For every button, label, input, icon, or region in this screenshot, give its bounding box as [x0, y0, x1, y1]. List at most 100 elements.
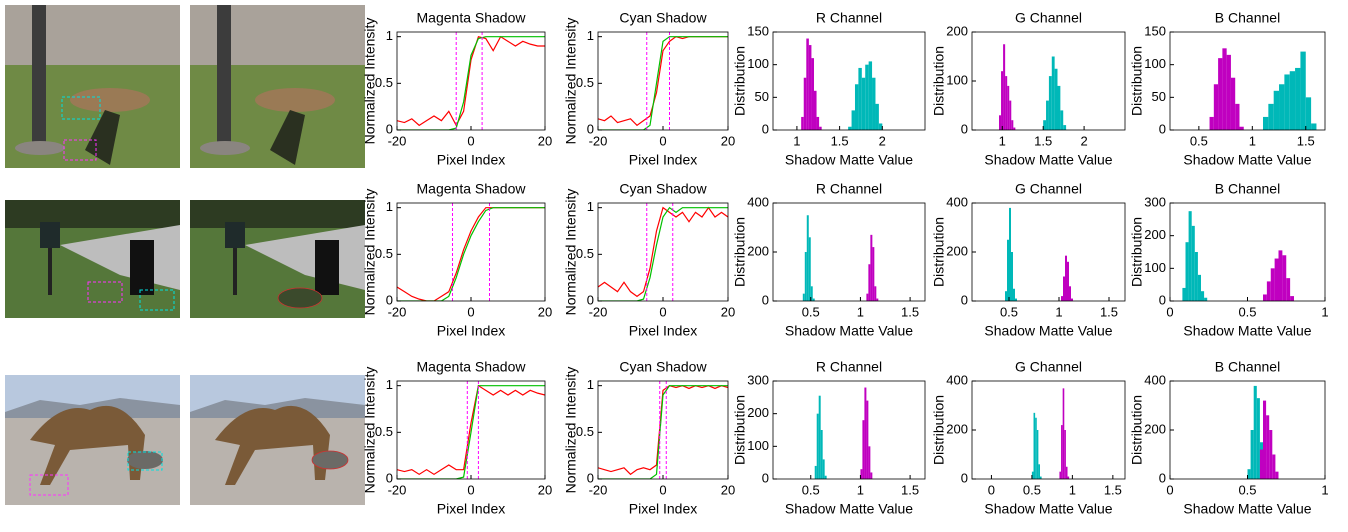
chart: 0.5 1 1.5 0 50 100 150 B Channel Shadow Matte Va…	[1129, 10, 1326, 168]
plot-area	[397, 203, 545, 301]
plot	[1182, 211, 1294, 301]
y-axis-label: Normalized Intensity	[362, 18, 378, 145]
bar	[1009, 100, 1012, 130]
x-axis-label: Shadow Matte Value	[1183, 323, 1311, 339]
y-tick-label: 1	[386, 28, 393, 43]
bar	[1062, 388, 1065, 479]
bar	[818, 395, 821, 479]
bar	[1282, 255, 1287, 301]
y-tick-label: 300	[747, 372, 769, 387]
x-axis-label: Pixel Index	[437, 323, 505, 339]
y-tick-label: 0	[1159, 292, 1166, 307]
plot	[814, 387, 873, 479]
bar	[1061, 296, 1063, 301]
x-tick-label: 0	[659, 482, 666, 497]
y-axis-label: Distribution	[931, 46, 947, 116]
x-tick-label: -20	[589, 482, 608, 497]
plot	[802, 215, 879, 301]
bar	[1069, 286, 1071, 301]
y-tick-label: 0	[1159, 470, 1166, 485]
y-tick-label: 1	[587, 199, 594, 214]
bar	[1036, 430, 1039, 479]
chart-title: G Channel	[1015, 359, 1082, 375]
charts: -20 0 20 0 0.5 1 Magenta Shadow Pixel Index Norm…	[362, 10, 1329, 517]
photos	[5, 5, 365, 505]
x-tick-label: 1	[999, 133, 1006, 148]
y-axis-label: Distribution	[732, 46, 748, 116]
bar	[822, 459, 825, 479]
x-axis-label: Pixel Index	[629, 501, 697, 517]
x-axis-label: Shadow Matte Value	[984, 323, 1112, 339]
x-axis-label: Pixel Index	[629, 152, 697, 168]
bar	[1209, 116, 1214, 130]
x-tick-label: 0	[467, 133, 474, 148]
bar	[1013, 127, 1016, 130]
bar	[812, 298, 815, 301]
bar	[1279, 84, 1285, 130]
bar	[803, 77, 807, 130]
bar	[1266, 281, 1271, 301]
x-tick-label: 20	[721, 133, 735, 148]
bar	[1201, 291, 1205, 301]
bar	[801, 116, 804, 130]
x-tick-label: 0	[467, 304, 474, 319]
bar	[870, 472, 873, 479]
y-tick-label: 0	[587, 292, 594, 307]
y-axis-label: Normalized Intensity	[563, 189, 579, 316]
plot	[598, 381, 728, 479]
bar	[1290, 296, 1294, 301]
y-axis-label: Distribution	[931, 217, 947, 287]
x-tick-label: 0	[1166, 482, 1173, 497]
x-tick-label: 20	[538, 482, 552, 497]
y-tick-label: 0.5	[576, 246, 594, 261]
x-axis-label: Shadow Matte Value	[785, 501, 913, 517]
x-tick-label: -20	[589, 133, 608, 148]
bar	[1054, 68, 1058, 130]
y-axis-label: Normalized Intensity	[362, 367, 378, 494]
x-axis-label: Shadow Matte Value	[1183, 152, 1311, 168]
plot-area	[972, 203, 1125, 301]
y-tick-label: 150	[747, 23, 769, 38]
line	[598, 36, 728, 130]
bar	[1046, 100, 1049, 130]
bar	[806, 38, 809, 130]
bar	[878, 123, 883, 130]
bar	[1060, 110, 1064, 130]
bar	[1305, 97, 1312, 130]
bar	[1263, 294, 1267, 301]
y-tick-label: 1	[386, 377, 393, 392]
bar	[1197, 274, 1201, 301]
bar	[1064, 430, 1066, 479]
y-tick-label: 400	[747, 194, 769, 209]
x-axis-label: Shadow Matte Value	[1183, 501, 1311, 517]
line	[598, 206, 728, 298]
axes-box	[772, 380, 926, 480]
chart-title: Magenta Shadow	[417, 10, 527, 26]
bar	[1040, 476, 1042, 479]
bar	[868, 264, 871, 301]
y-tick-label: 0	[961, 470, 968, 485]
x-tick-label: -20	[388, 482, 407, 497]
bar	[1194, 252, 1198, 301]
bar	[1263, 400, 1267, 479]
chart: 0 0.5 1 0 100 200 300 B Channel Shadow Matte Val…	[1129, 181, 1329, 339]
bar	[868, 446, 871, 479]
y-axis-label: Distribution	[1129, 217, 1145, 287]
bar	[1067, 261, 1069, 301]
plot	[397, 381, 545, 479]
photo	[5, 5, 180, 168]
bar	[1191, 225, 1195, 301]
y-tick-label: 0	[762, 121, 769, 136]
chart: 0 0.5 1 0 200 400 B Channel Shadow Matte Value D…	[1129, 359, 1329, 517]
y-tick-label: 50	[755, 89, 769, 104]
x-tick-label: 0.5	[802, 304, 820, 319]
x-tick-label: 0	[659, 133, 666, 148]
chart-title: R Channel	[816, 181, 882, 197]
bar	[1067, 476, 1070, 479]
bar	[1063, 125, 1067, 130]
y-tick-label: 1	[386, 199, 393, 214]
bar	[1035, 417, 1037, 479]
x-tick-label: 1.5	[1100, 304, 1118, 319]
